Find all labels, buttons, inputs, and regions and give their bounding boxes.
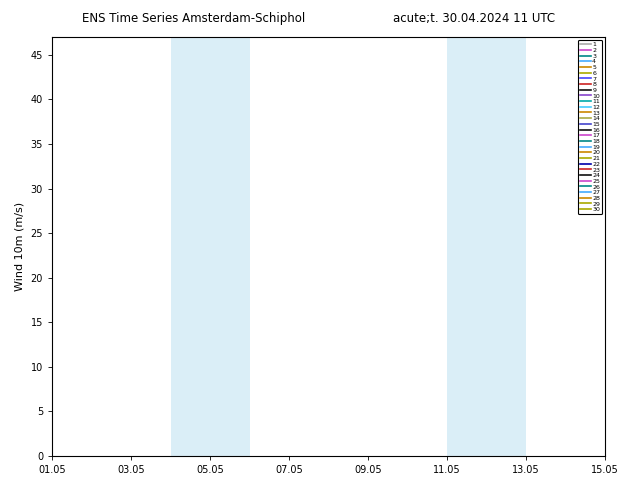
Bar xyxy=(447,37,526,456)
Text: acute;t. 30.04.2024 11 UTC: acute;t. 30.04.2024 11 UTC xyxy=(393,12,555,25)
Bar xyxy=(171,37,250,456)
Legend: 1, 2, 3, 4, 5, 6, 7, 8, 9, 10, 11, 12, 13, 14, 15, 16, 17, 18, 19, 20, 21, 22, 2: 1, 2, 3, 4, 5, 6, 7, 8, 9, 10, 11, 12, 1… xyxy=(578,40,602,214)
Y-axis label: Wind 10m (m/s): Wind 10m (m/s) xyxy=(15,202,25,291)
Text: ENS Time Series Amsterdam-Schiphol: ENS Time Series Amsterdam-Schiphol xyxy=(82,12,306,25)
